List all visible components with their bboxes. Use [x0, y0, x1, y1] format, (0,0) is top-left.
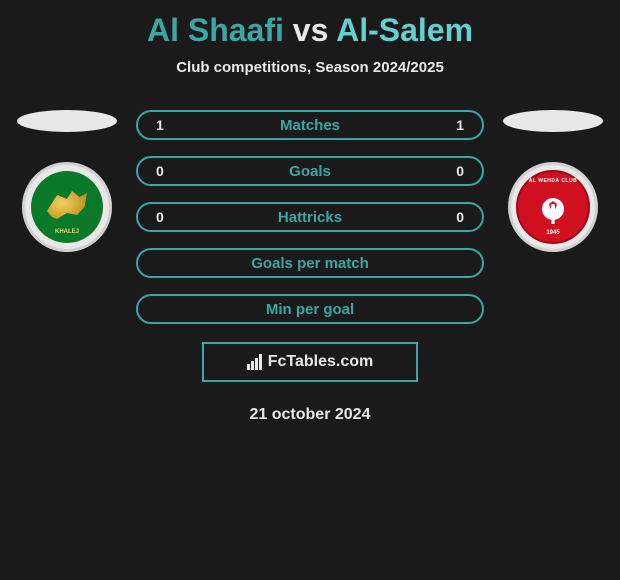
right-column: AL WEHDA CLUB 1945 — [498, 106, 608, 252]
title-vs: vs — [293, 12, 329, 48]
stat-right-value: 0 — [444, 163, 464, 179]
stat-row-min-per-goal: Min per goal — [136, 294, 484, 324]
brand-text: FcTables.com — [268, 353, 374, 371]
brand-bar — [251, 361, 254, 370]
stat-row-matches: 1 Matches 1 — [136, 110, 484, 140]
stat-label: Matches — [280, 117, 340, 134]
right-badge-top-text: AL WEHDA CLUB — [529, 178, 577, 184]
stat-row-goals: 0 Goals 0 — [136, 156, 484, 186]
stat-label: Goals — [289, 163, 331, 180]
title: Al Shaafi vs Al-Salem — [147, 12, 473, 49]
brand-bar — [255, 358, 258, 370]
brand-bar — [259, 354, 262, 370]
brand-bar — [247, 364, 250, 370]
stat-left-value: 0 — [156, 209, 176, 225]
right-badge-inner: AL WEHDA CLUB 1945 — [516, 170, 590, 244]
stat-row-hattricks: 0 Hattricks 0 — [136, 202, 484, 232]
right-club-badge: AL WEHDA CLUB 1945 — [508, 162, 598, 252]
left-ellipse-placeholder — [17, 110, 117, 132]
right-badge-year: 1945 — [546, 230, 559, 236]
date-text: 21 october 2024 — [250, 406, 371, 424]
stat-label: Min per goal — [266, 301, 354, 318]
stat-row-goals-per-match: Goals per match — [136, 248, 484, 278]
stats-column: 1 Matches 1 0 Goals 0 0 Hattricks 0 Goal… — [130, 106, 490, 324]
stat-label: Goals per match — [251, 255, 369, 272]
left-badge-text: KHALEJ — [55, 229, 79, 235]
stat-label: Hattricks — [278, 209, 342, 226]
main-row: KHALEJ 1 Matches 1 0 Goals 0 0 Hattricks… — [0, 106, 620, 324]
comparison-container: Al Shaafi vs Al-Salem Club competitions,… — [0, 0, 620, 580]
stat-right-value: 0 — [444, 209, 464, 225]
left-club-badge: KHALEJ — [22, 162, 112, 252]
title-right-player: Al-Salem — [336, 12, 473, 48]
left-column: KHALEJ — [12, 106, 122, 252]
title-left-player: Al Shaafi — [147, 12, 284, 48]
eagle-icon — [42, 187, 92, 227]
stat-left-value: 1 — [156, 117, 176, 133]
bar-chart-icon — [247, 354, 262, 370]
left-badge-inner: KHALEJ — [31, 171, 103, 243]
stat-left-value: 0 — [156, 163, 176, 179]
subtitle: Club competitions, Season 2024/2025 — [176, 59, 444, 76]
brand-box: FcTables.com — [202, 342, 418, 382]
stat-right-value: 1 — [444, 117, 464, 133]
right-ellipse-placeholder — [503, 110, 603, 132]
